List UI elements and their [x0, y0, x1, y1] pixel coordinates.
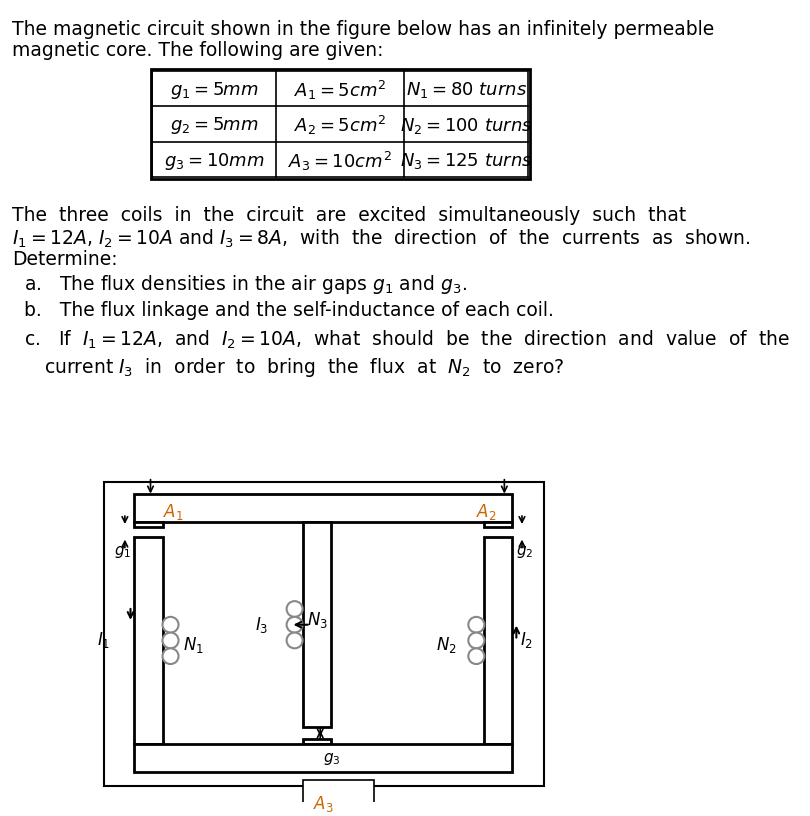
Ellipse shape [287, 601, 303, 617]
Text: $N_2 = 100\ \mathit{turns}$: $N_2 = 100\ \mathit{turns}$ [400, 116, 533, 135]
Ellipse shape [468, 617, 484, 632]
Bar [134, 522, 163, 527]
Text: a.   The flux densities in the air gaps $g_1$ and $g_3$.: a. The flux densities in the air gaps $g… [24, 273, 467, 296]
Text: $g_2$: $g_2$ [516, 543, 533, 560]
Text: $A_3$: $A_3$ [313, 794, 334, 814]
Ellipse shape [163, 632, 178, 649]
Text: $I_3$: $I_3$ [254, 614, 268, 635]
Text: $I_1 = 12A$, $I_2 = 10A$ and $I_3 = 8A$,  with  the  direction  of  the  current: $I_1 = 12A$, $I_2 = 10A$ and $I_3 = 8A$,… [12, 228, 751, 251]
Text: $A_1$: $A_1$ [163, 503, 183, 522]
Text: $g_1 = 5mm$: $g_1 = 5mm$ [170, 80, 258, 101]
Text: $I_2$: $I_2$ [520, 631, 534, 650]
Bar [303, 522, 330, 727]
Text: current $I_3$  in  order  to  bring  the  flux  at  $N_2$  to  zero?: current $I_3$ in order to bring the flux… [44, 356, 565, 379]
Ellipse shape [163, 649, 178, 664]
Text: $N_3$: $N_3$ [307, 610, 327, 630]
Text: $N_1 = 80\ \mathit{turns}$: $N_1 = 80\ \mathit{turns}$ [406, 81, 526, 100]
Ellipse shape [468, 632, 484, 649]
Text: $g_3$: $g_3$ [322, 751, 340, 767]
Text: $A_3 = 10cm^2$: $A_3 = 10cm^2$ [288, 149, 392, 173]
Text: b.   The flux linkage and the self-inductance of each coil.: b. The flux linkage and the self-inducta… [24, 301, 554, 320]
Ellipse shape [468, 649, 484, 664]
Text: $N_3 = 125\ \mathit{turns}$: $N_3 = 125\ \mathit{turns}$ [400, 151, 533, 171]
Bar [134, 744, 513, 772]
Text: magnetic core. The following are given:: magnetic core. The following are given: [12, 42, 383, 60]
Text: $g_3 = 10mm$: $g_3 = 10mm$ [164, 151, 265, 171]
Bar [134, 537, 163, 744]
Bar [134, 494, 513, 522]
Text: $N_1$: $N_1$ [182, 636, 203, 655]
Text: $N_2$: $N_2$ [437, 636, 457, 655]
Ellipse shape [287, 632, 303, 649]
Bar [484, 522, 513, 527]
Bar [151, 69, 530, 179]
Text: $A_2$: $A_2$ [476, 503, 497, 522]
Text: Determine:: Determine: [12, 250, 117, 268]
Text: c.   If  $I_1 = 12A$,  and  $I_2 = 10A$,  what  should  be  the  direction  and : c. If $I_1 = 12A$, and $I_2 = 10A$, what… [24, 328, 790, 351]
Text: $A_1 = 5cm^2$: $A_1 = 5cm^2$ [294, 79, 386, 102]
Bar [303, 739, 330, 744]
Text: $g_1$: $g_1$ [113, 543, 131, 560]
Bar [484, 537, 513, 744]
Text: $A_2 = 5cm^2$: $A_2 = 5cm^2$ [294, 114, 386, 137]
Text: $g_2 = 5mm$: $g_2 = 5mm$ [170, 115, 258, 136]
Bar [303, 779, 374, 816]
Text: The magnetic circuit shown in the figure below has an infinitely permeable: The magnetic circuit shown in the figure… [12, 20, 714, 38]
Text: The  three  coils  in  the  circuit  are  excited  simultaneously  such  that: The three coils in the circuit are excit… [12, 206, 686, 225]
Ellipse shape [163, 617, 178, 632]
Text: $I_1$: $I_1$ [97, 631, 110, 650]
Ellipse shape [287, 617, 303, 632]
Bar [104, 481, 544, 787]
